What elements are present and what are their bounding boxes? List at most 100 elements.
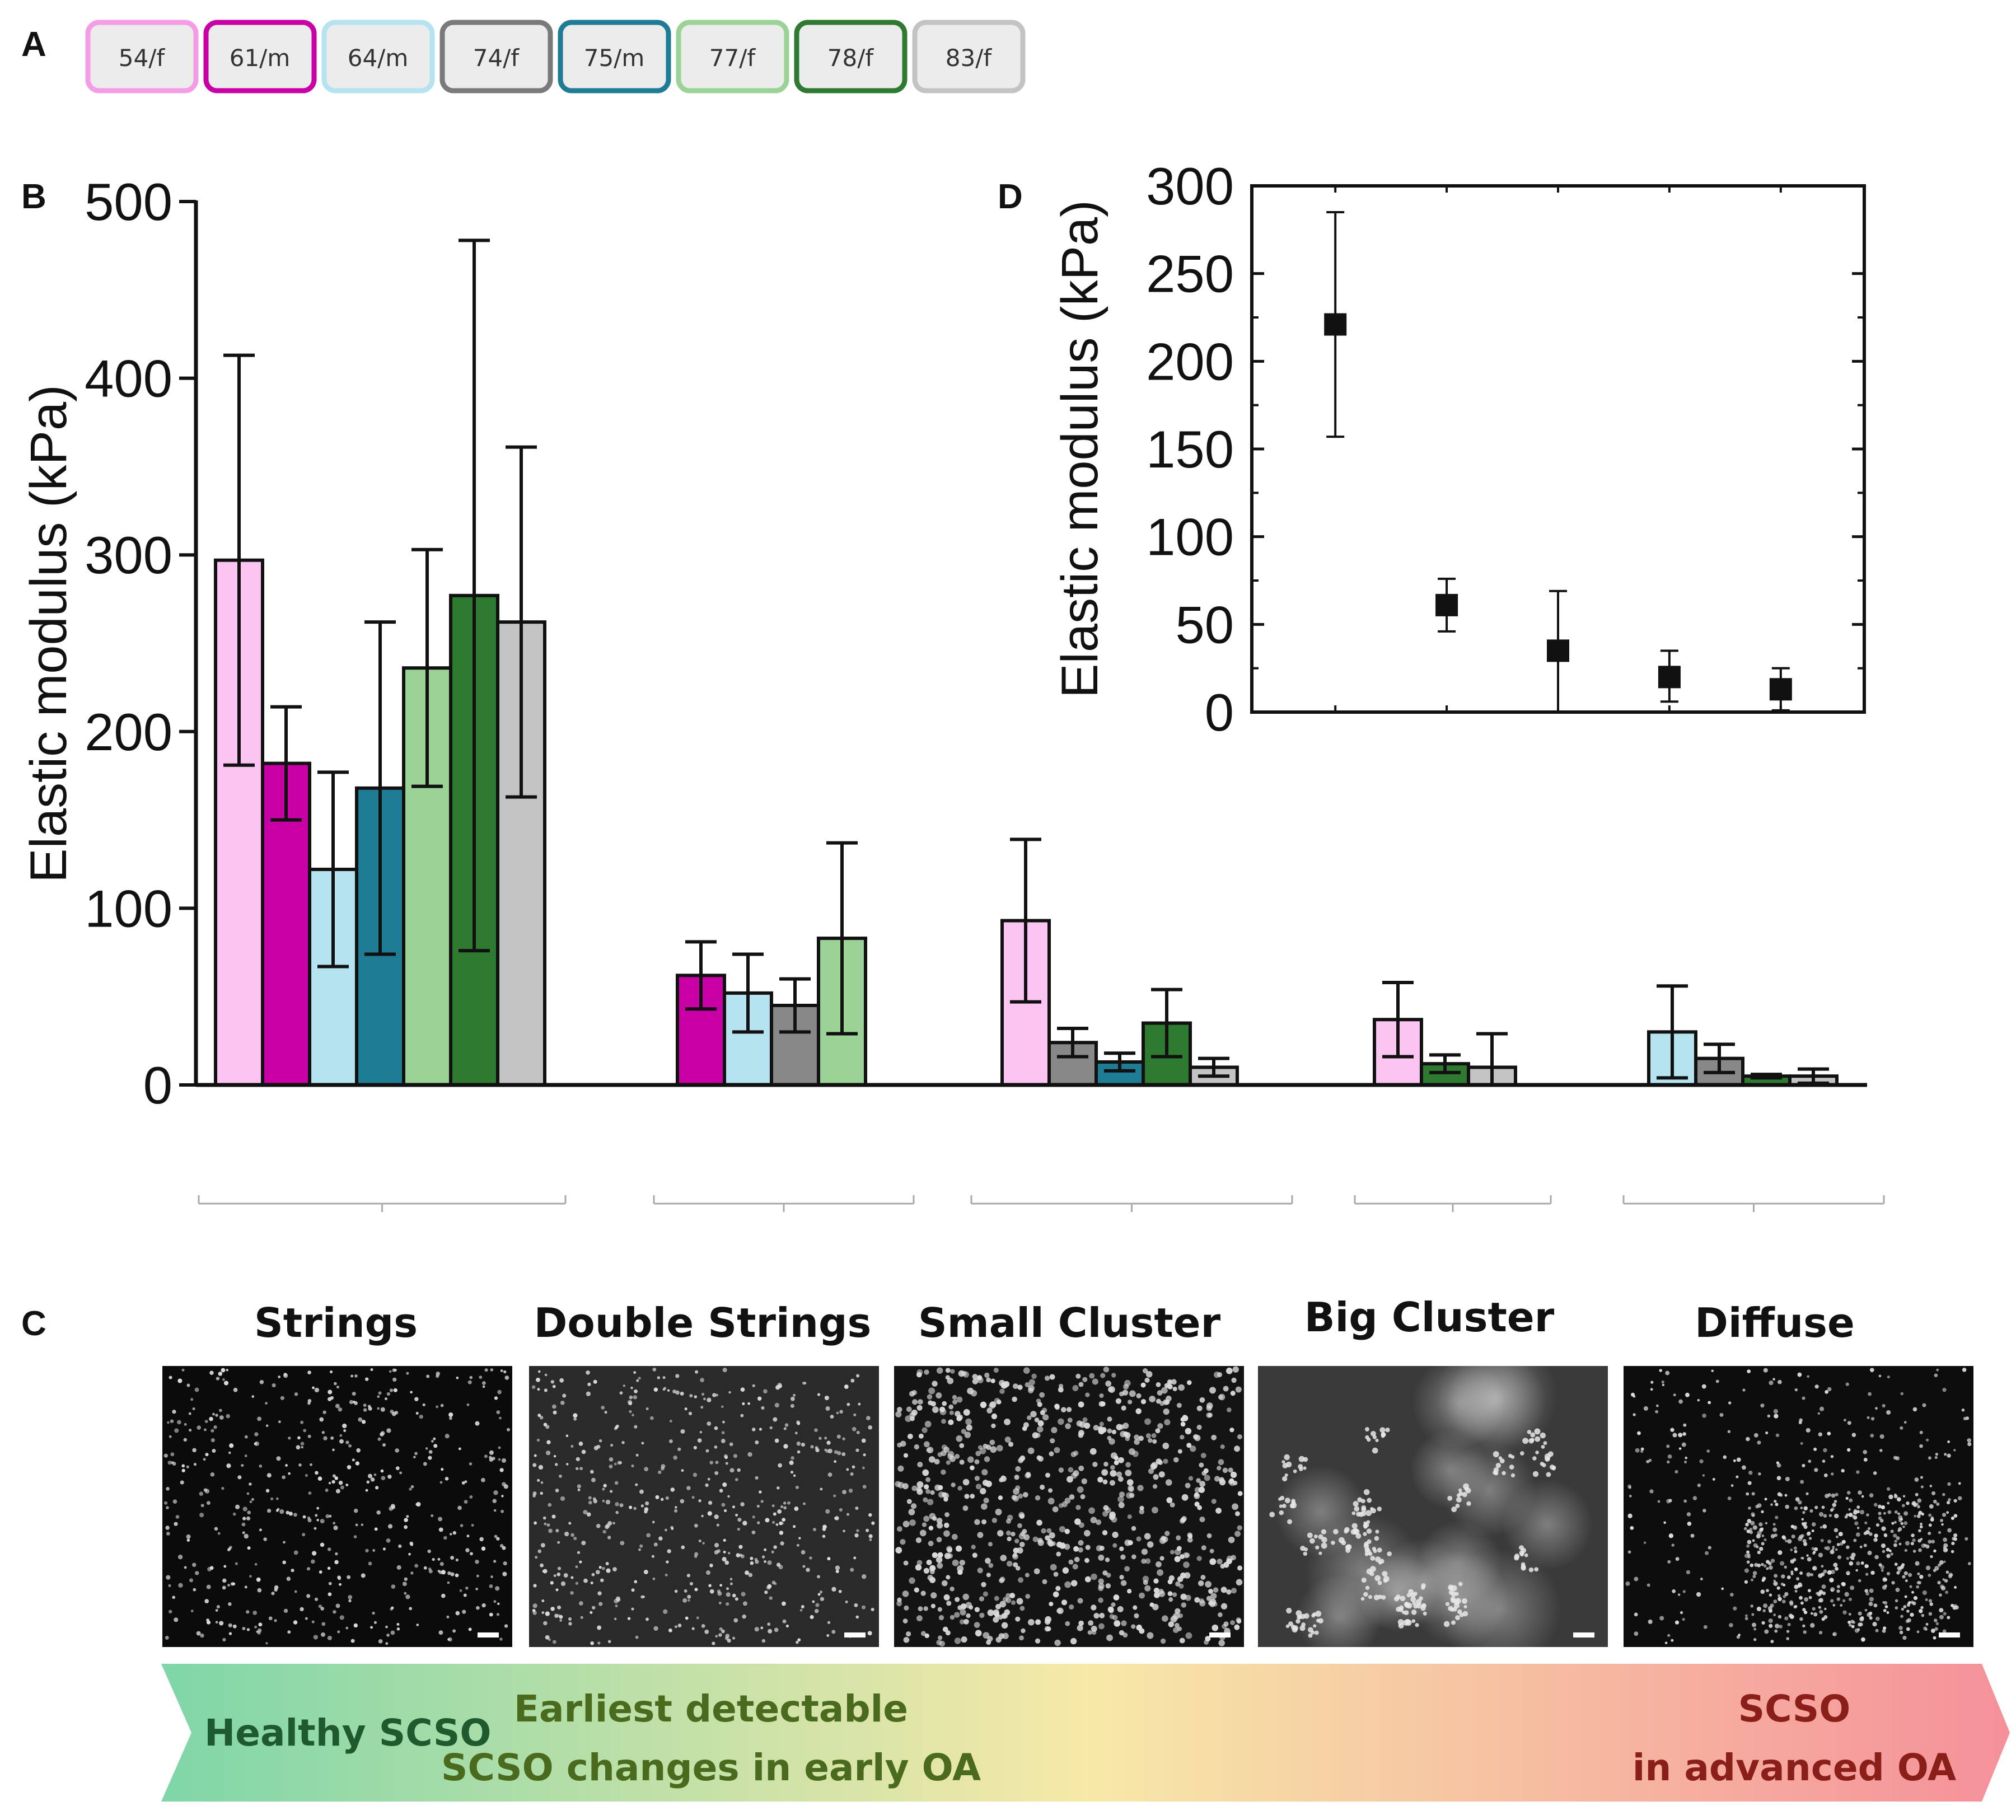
cell — [1712, 1477, 1715, 1481]
cell — [352, 1458, 355, 1462]
legend-swatch — [676, 20, 789, 93]
cell — [1180, 1421, 1186, 1427]
cell — [1032, 1432, 1039, 1439]
cell — [1160, 1638, 1166, 1644]
cell — [932, 1552, 938, 1559]
cell — [747, 1452, 752, 1457]
cell — [1918, 1548, 1922, 1552]
cell — [372, 1549, 376, 1552]
cell — [1535, 1451, 1539, 1454]
cell — [1172, 1592, 1177, 1597]
cell — [1510, 1473, 1515, 1478]
cell — [1171, 1615, 1178, 1622]
cell — [1627, 1550, 1631, 1554]
cell — [392, 1377, 397, 1382]
cell — [1758, 1522, 1763, 1527]
cell — [1944, 1579, 1948, 1583]
cell — [1176, 1402, 1182, 1408]
cell — [1103, 1462, 1108, 1467]
cell — [715, 1461, 719, 1465]
cell — [1149, 1396, 1156, 1402]
cell — [591, 1573, 595, 1576]
cell — [983, 1443, 988, 1449]
cell — [408, 1552, 411, 1556]
cell — [1188, 1476, 1194, 1481]
cell — [1858, 1622, 1862, 1627]
cell — [1934, 1627, 1938, 1631]
cell — [1421, 1583, 1426, 1588]
cell — [1802, 1511, 1805, 1514]
cell — [642, 1596, 645, 1598]
cell — [1008, 1442, 1014, 1447]
cell — [1230, 1471, 1237, 1479]
cell — [1772, 1523, 1776, 1526]
cell — [936, 1522, 943, 1529]
cell — [675, 1374, 680, 1378]
cell — [1196, 1478, 1201, 1483]
cell — [1761, 1621, 1765, 1625]
cell — [621, 1441, 625, 1444]
cell — [615, 1425, 619, 1429]
cell — [943, 1447, 949, 1453]
cell — [1156, 1398, 1161, 1404]
cell — [1747, 1519, 1752, 1523]
cell — [361, 1420, 366, 1424]
cell — [1946, 1511, 1949, 1514]
data-point-d — [1324, 313, 1347, 336]
cell — [837, 1451, 841, 1456]
cell — [1074, 1518, 1081, 1525]
cell — [1410, 1596, 1416, 1602]
cell — [737, 1468, 741, 1472]
cell — [1818, 1573, 1823, 1578]
cell — [493, 1600, 497, 1603]
cell — [1004, 1609, 1011, 1616]
cell — [330, 1370, 333, 1374]
cell — [1333, 1529, 1339, 1534]
cell — [1368, 1552, 1373, 1556]
cell — [629, 1410, 632, 1414]
cell — [546, 1440, 551, 1444]
cell — [1231, 1377, 1237, 1383]
cell — [652, 1577, 656, 1580]
cell — [975, 1630, 982, 1637]
cell — [1168, 1621, 1175, 1627]
cell — [1078, 1382, 1084, 1387]
cell — [1850, 1620, 1854, 1624]
y-tick-label-b: 500 — [85, 172, 172, 231]
cell — [1798, 1500, 1802, 1505]
cell — [914, 1444, 919, 1450]
cell — [825, 1406, 830, 1411]
cell — [923, 1441, 930, 1448]
cell — [1841, 1582, 1845, 1586]
cell — [1843, 1419, 1846, 1422]
cell — [259, 1464, 263, 1468]
cell — [1900, 1565, 1904, 1569]
cell — [490, 1368, 494, 1372]
cell — [1766, 1567, 1769, 1570]
cell — [1170, 1502, 1175, 1508]
cell — [790, 1403, 794, 1408]
cell — [1904, 1595, 1907, 1598]
cell — [1451, 1585, 1457, 1592]
cell — [1229, 1480, 1236, 1486]
cell — [1744, 1614, 1748, 1617]
cell — [1794, 1584, 1799, 1589]
cell — [1514, 1555, 1519, 1561]
cell — [503, 1370, 507, 1374]
cell — [1139, 1592, 1145, 1599]
cell — [767, 1584, 772, 1589]
cell — [1664, 1641, 1668, 1644]
cell — [1077, 1486, 1084, 1493]
cell — [855, 1506, 859, 1510]
cell — [282, 1475, 286, 1480]
cell — [1166, 1497, 1173, 1504]
cell — [854, 1603, 858, 1607]
cell — [402, 1582, 407, 1587]
cell — [1049, 1602, 1054, 1607]
cell — [321, 1632, 325, 1637]
cell — [328, 1592, 332, 1597]
cell — [1958, 1496, 1962, 1501]
cell — [985, 1557, 991, 1564]
cell — [927, 1447, 934, 1454]
cell — [1358, 1512, 1364, 1517]
